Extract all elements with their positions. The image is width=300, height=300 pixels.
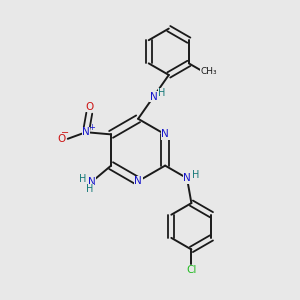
Text: O: O xyxy=(85,102,93,112)
Text: H: H xyxy=(192,170,199,180)
Text: O: O xyxy=(58,134,66,144)
Text: N: N xyxy=(88,177,96,187)
Text: H: H xyxy=(79,175,86,184)
Text: H: H xyxy=(158,88,166,98)
Text: −: − xyxy=(61,128,69,138)
Text: Cl: Cl xyxy=(186,265,197,275)
Text: N: N xyxy=(183,173,191,183)
Text: N: N xyxy=(82,127,90,137)
Text: N: N xyxy=(134,176,142,186)
Text: CH₃: CH₃ xyxy=(200,67,217,76)
Text: N: N xyxy=(150,92,157,102)
Text: +: + xyxy=(88,123,95,132)
Text: H: H xyxy=(86,184,93,194)
Text: N: N xyxy=(161,129,169,140)
